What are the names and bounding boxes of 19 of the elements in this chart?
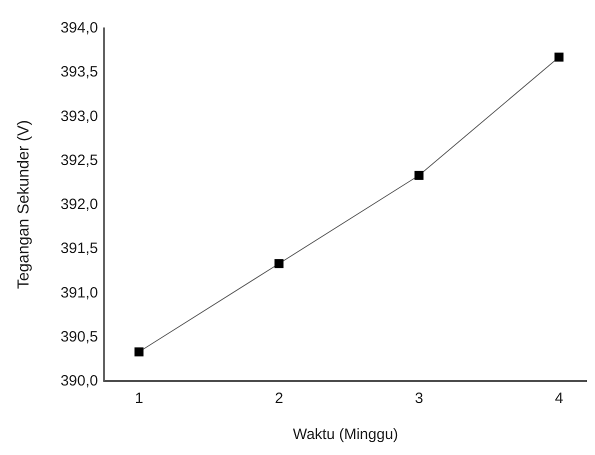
y-tick-label: 392,5 — [60, 152, 98, 169]
y-axis-title: Tegangan Sekunder (V) — [16, 120, 32, 289]
point — [274, 259, 284, 268]
y-tick-label: 394,0 — [60, 20, 98, 36]
x-tick-label: 1 — [134, 390, 144, 407]
x-tick-label: 4 — [554, 390, 564, 407]
x-tick-label: 2 — [274, 390, 284, 407]
point — [414, 170, 424, 180]
y-tick-label: 391,5 — [60, 240, 98, 258]
y-tick-label: 391,0 — [60, 284, 98, 302]
x-axis-title: Waktu (Minggu) — [292, 426, 398, 443]
y-tick-label: 392,0 — [60, 196, 98, 213]
y-tick-label: 390,5 — [60, 328, 98, 346]
point — [554, 52, 564, 62]
point — [134, 347, 144, 356]
y-tick-label: 393,0 — [60, 108, 98, 125]
x-tick-label: 3 — [414, 390, 424, 407]
y-tick-label: 393,5 — [60, 64, 98, 81]
y-tick-label: 390,0 — [60, 372, 98, 390]
